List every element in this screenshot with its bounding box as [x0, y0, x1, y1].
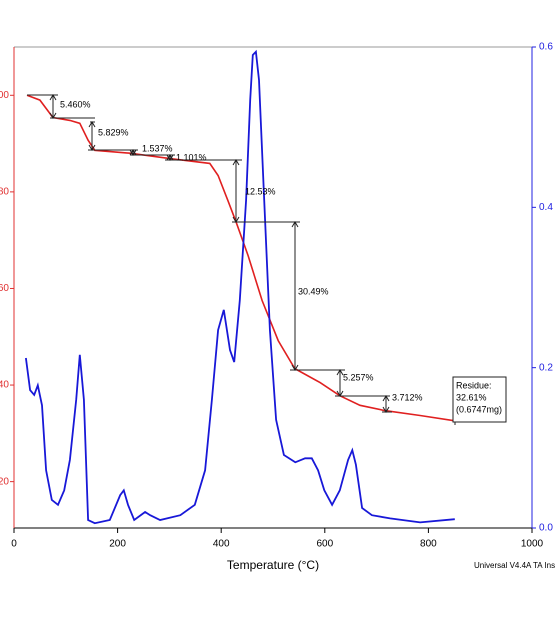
arrow-head: [291, 221, 299, 371]
residue-box: [452, 376, 507, 423]
x-tick-label: 400: [213, 539, 230, 550]
arrow-head: [88, 121, 96, 151]
step-label: 5.257%: [343, 372, 374, 382]
footer: Universal V4.4A TA Ins: [474, 561, 555, 570]
arrow-head: [336, 369, 344, 397]
x-tick-label: 600: [316, 539, 333, 550]
arrow-head: [129, 149, 137, 156]
y2-tick-label: 0.0: [539, 523, 553, 534]
y-tick-label: 60: [0, 283, 9, 294]
step-label: 1.537%: [142, 143, 173, 153]
residue-text: Residue:: [456, 380, 492, 390]
step-label: 12.53%: [245, 186, 276, 196]
y2-tick-label: 0.6: [539, 42, 553, 53]
x-tick-label: 1000: [521, 539, 544, 550]
arrow-head: [382, 395, 390, 413]
x-tick-label: 800: [420, 539, 437, 550]
step-label: 5.829%: [98, 127, 129, 137]
residue-text: 32.61%: [456, 392, 487, 402]
y-tick-label: 20: [0, 476, 9, 487]
step-label: 5.460%: [60, 99, 91, 109]
step-label: 1.101%: [176, 152, 207, 162]
arrow-head: [49, 94, 57, 119]
data-line: [25, 49, 455, 525]
y2-tick-label: 0.2: [539, 362, 553, 373]
x-tick-label: 200: [109, 539, 126, 550]
arrow-head: [166, 154, 174, 161]
y-tick-label: 100: [0, 90, 9, 101]
residue-text: (0.6747mg): [456, 404, 502, 414]
step-label: 3.712%: [392, 392, 423, 402]
y-tick-label: 80: [0, 187, 9, 198]
y-tick-label: 40: [0, 380, 9, 391]
x-tick-label: 0: [11, 539, 17, 550]
arrow-head: [232, 159, 240, 223]
x-axis-label: Temperature (°C): [227, 558, 319, 572]
y2-tick-label: 0.4: [539, 202, 553, 213]
data-line: [26, 94, 455, 422]
step-label: 30.49%: [298, 286, 329, 296]
